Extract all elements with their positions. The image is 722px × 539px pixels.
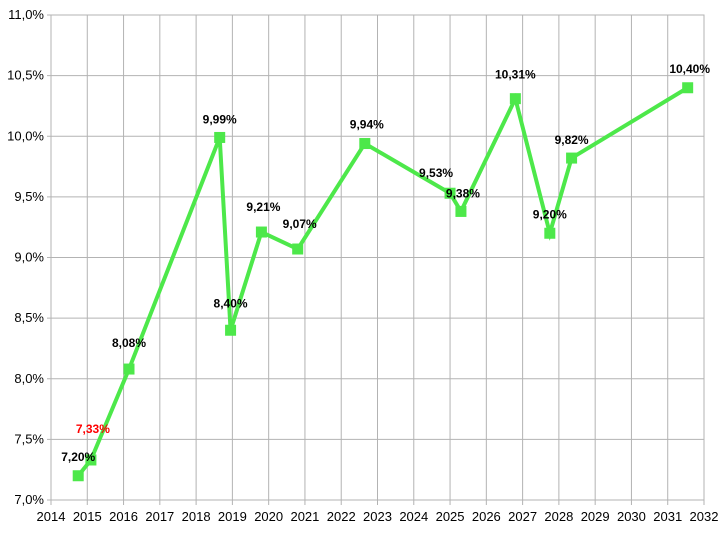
data-label: 7,33% xyxy=(76,422,110,436)
x-tick-label: 2019 xyxy=(218,509,247,524)
x-tick-label: 2030 xyxy=(617,509,646,524)
data-point-marker xyxy=(123,363,135,375)
data-label: 9,94% xyxy=(350,118,384,132)
data-label: 9,38% xyxy=(446,186,480,200)
data-point-marker xyxy=(682,82,694,94)
data-point-marker xyxy=(509,93,521,105)
data-label: 9,53% xyxy=(419,166,453,180)
y-tick-label: 8,0% xyxy=(14,371,44,386)
x-axis-ticks: 2014 2015 2016 2017 2018 2019 2020 2021 2022 2023… xyxy=(37,509,719,524)
data-label: 10,40% xyxy=(669,62,710,76)
x-tick-label: 2014 xyxy=(37,509,66,524)
data-point-marker xyxy=(444,187,456,199)
y-tick-label: 10,5% xyxy=(7,68,44,83)
x-tick-label: 2023 xyxy=(363,509,392,524)
data-labels: 7,20% 7,33% 8,08% 9,99% 8,40% 9,21%9,07% 9,94%… xyxy=(61,62,710,464)
x-tick-label: 2031 xyxy=(653,509,682,524)
series-group xyxy=(72,82,694,482)
x-tick-label: 2018 xyxy=(182,509,211,524)
data-label: 9,82% xyxy=(555,133,589,147)
x-tick-label: 2020 xyxy=(254,509,283,524)
y-axis-ticks: 7,0% 7,5% 8,0% 8,5% 9,0% 9,5% 10,0% 10,5% 11,0% xyxy=(7,7,44,507)
x-tick-label: 2027 xyxy=(508,509,537,524)
x-tick-label: 2024 xyxy=(399,509,428,524)
data-point-marker xyxy=(566,152,578,164)
x-tick-label: 2029 xyxy=(581,509,610,524)
x-tick-label: 2028 xyxy=(544,509,573,524)
data-point-marker xyxy=(214,131,226,143)
x-tick-label: 2016 xyxy=(109,509,138,524)
data-point-marker xyxy=(359,138,371,150)
data-point-marker xyxy=(544,227,556,239)
data-label: 10,31% xyxy=(495,68,536,82)
data-label: 9,21% xyxy=(246,200,280,214)
x-tick-label: 2017 xyxy=(145,509,174,524)
data-point-marker xyxy=(85,454,97,466)
data-point-marker xyxy=(292,243,304,255)
data-label: 9,07% xyxy=(283,217,317,231)
data-label: 7,20% xyxy=(61,450,95,464)
data-point-marker xyxy=(225,324,237,336)
data-label: 9,20% xyxy=(533,207,567,221)
x-tick-label: 2015 xyxy=(73,509,102,524)
y-tick-label: 9,5% xyxy=(14,189,44,204)
y-tick-label: 9,0% xyxy=(14,250,44,265)
x-tick-label: 2025 xyxy=(436,509,465,524)
data-label: 8,08% xyxy=(112,336,146,350)
y-tick-label: 7,0% xyxy=(14,492,44,507)
x-tick-label: 2021 xyxy=(290,509,319,524)
x-tick-label: 2022 xyxy=(327,509,356,524)
data-point-marker xyxy=(455,205,467,217)
grid xyxy=(47,14,705,505)
data-point-marker xyxy=(255,226,267,238)
series-line xyxy=(76,86,689,478)
x-tick-label: 2026 xyxy=(472,509,501,524)
y-tick-label: 11,0% xyxy=(8,7,44,22)
data-label: 8,40% xyxy=(214,296,248,310)
y-tick-label: 10,0% xyxy=(7,128,44,143)
y-tick-label: 8,5% xyxy=(14,310,44,325)
data-point-marker xyxy=(72,470,84,482)
y-tick-label: 7,5% xyxy=(14,431,44,446)
x-tick-label: 2032 xyxy=(690,509,719,524)
data-label: 9,99% xyxy=(203,112,237,126)
